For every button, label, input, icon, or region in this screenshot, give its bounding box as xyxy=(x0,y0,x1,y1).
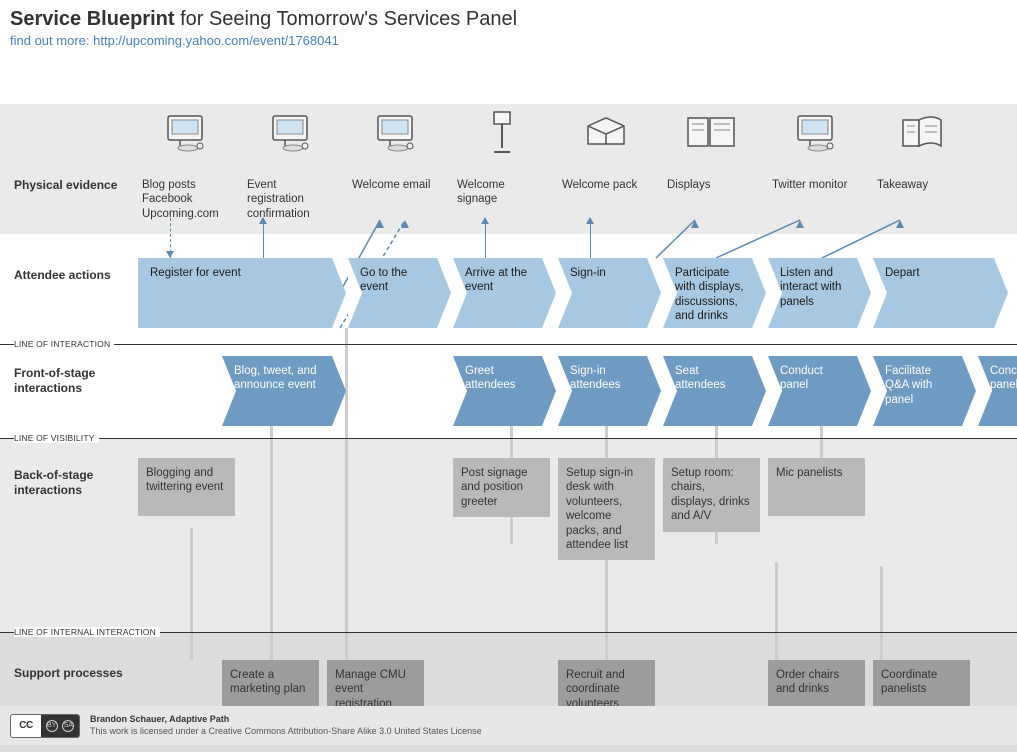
monitor-icon xyxy=(157,110,217,154)
divider-internal: LINE OF INTERNAL INTERACTION xyxy=(0,632,1017,633)
page-title: Service Blueprint for Seeing Tomorrow's … xyxy=(10,8,1007,31)
evidence-text-2: Welcome email xyxy=(352,178,447,192)
footer-author: Brandon Schauer, Adaptive Path xyxy=(90,714,482,726)
blue-arrow xyxy=(263,218,264,258)
evidence-icon-0 xyxy=(138,110,235,157)
divider-label-internal: LINE OF INTERNAL INTERACTION xyxy=(14,627,160,637)
blue-arrow xyxy=(485,218,486,258)
divider-interaction: LINE OF INTERACTION xyxy=(0,344,1017,345)
divider-label-interaction: LINE OF INTERACTION xyxy=(14,339,114,349)
backstage-box-2: Setup sign-in desk with volunteers, welc… xyxy=(558,458,655,560)
displays-icon xyxy=(682,110,742,154)
row-label-evidence: Physical evidence xyxy=(14,178,124,193)
divider-label-visibility: LINE OF VISIBILITY xyxy=(14,433,99,443)
evidence-text-3: Welcomesignage xyxy=(457,178,552,207)
backstage-box-3: Setup room: chairs, displays, drinks and… xyxy=(663,458,760,532)
connector-line xyxy=(880,566,883,660)
evidence-icon-5 xyxy=(663,110,760,157)
sign-icon xyxy=(472,110,532,154)
blue-arrow-head xyxy=(166,251,174,258)
light-arrow-1: Go to the event xyxy=(348,258,437,328)
row-label-front: Front-of-stage interactions xyxy=(14,366,124,396)
light-arrow-2: Arrive at the event xyxy=(453,258,542,328)
evidence-text-6: Twitter monitor xyxy=(772,178,867,192)
header: Service Blueprint for Seeing Tomorrow's … xyxy=(0,0,1017,52)
blueprint-chart: Physical evidence Attendee actions Front-o… xyxy=(0,60,1017,700)
mid-arrow-5: Facilitate Q&A with panel xyxy=(873,356,962,426)
light-arrow-3: Sign-in xyxy=(558,258,647,328)
divider-visibility: LINE OF VISIBILITY xyxy=(0,438,1017,439)
blue-arrow-head xyxy=(481,217,489,224)
mid-arrow-3: Seat attendees xyxy=(663,356,752,426)
title-rest: for Seeing Tomorrow's Services Panel xyxy=(175,8,518,30)
light-arrow-0: Register for event xyxy=(138,258,332,328)
evidence-icon-6 xyxy=(768,110,865,157)
row-label-support: Support processes xyxy=(14,666,124,681)
mid-arrow-1: Greet attendees xyxy=(453,356,542,426)
subtitle-prefix: find out more: xyxy=(10,33,93,48)
footer-text: Brandon Schauer, Adaptive Path This work… xyxy=(90,714,482,737)
mid-arrow-2: Sign-in attendees xyxy=(558,356,647,426)
evidence-icon-4 xyxy=(558,110,655,157)
monitor-icon xyxy=(262,110,322,154)
monitor-icon xyxy=(787,110,847,154)
evidence-icon-1 xyxy=(243,110,340,157)
takeaway-icon xyxy=(892,110,952,154)
connector-line xyxy=(190,528,193,660)
evidence-text-1: Eventregistrationconfirmation xyxy=(247,178,342,221)
subtitle-link[interactable]: http://upcoming.yahoo.com/event/1768041 xyxy=(93,33,339,48)
light-arrow-4: Participate with displays, discussions, … xyxy=(663,258,752,328)
subtitle: find out more: http://upcoming.yahoo.com… xyxy=(10,33,1007,48)
monitor-icon xyxy=(367,110,427,154)
evidence-text-5: Displays xyxy=(667,178,762,192)
pack-icon xyxy=(577,110,637,154)
connector-line xyxy=(775,562,778,660)
backstage-box-1: Post signage and position greeter xyxy=(453,458,550,517)
evidence-icon-2 xyxy=(348,110,445,157)
footer: CC BYSA Brandon Schauer, Adaptive Path T… xyxy=(0,706,1017,745)
backstage-box-4: Mic panelists xyxy=(768,458,865,516)
evidence-text-4: Welcome pack xyxy=(562,178,657,192)
connector-line xyxy=(270,426,273,660)
light-arrow-5: Listen and interact with panels xyxy=(768,258,857,328)
evidence-icon-3 xyxy=(453,110,550,159)
mid-arrow-4: Conduct panel xyxy=(768,356,857,426)
row-label-attendee: Attendee actions xyxy=(14,268,124,283)
mid-arrow-6: Conclude panel xyxy=(978,356,1017,426)
row-label-back: Back-of-stage interactions xyxy=(14,468,124,498)
blue-arrow xyxy=(590,218,591,258)
evidence-text-7: Takeaway xyxy=(877,178,972,192)
blue-arrow-head xyxy=(586,217,594,224)
title-bold: Service Blueprint xyxy=(10,8,175,30)
light-arrow-6: Depart xyxy=(873,258,994,328)
footer-license: This work is licensed under a Creative C… xyxy=(90,726,482,738)
cc-badge-icon: CC BYSA xyxy=(10,714,80,738)
backstage-box-0: Blogging and twittering event xyxy=(138,458,235,516)
evidence-icon-7 xyxy=(873,110,970,157)
mid-arrow-0: Blog, tweet, and announce event xyxy=(222,356,332,426)
evidence-text-0: Blog postsFacebookUpcoming.com xyxy=(142,178,237,221)
